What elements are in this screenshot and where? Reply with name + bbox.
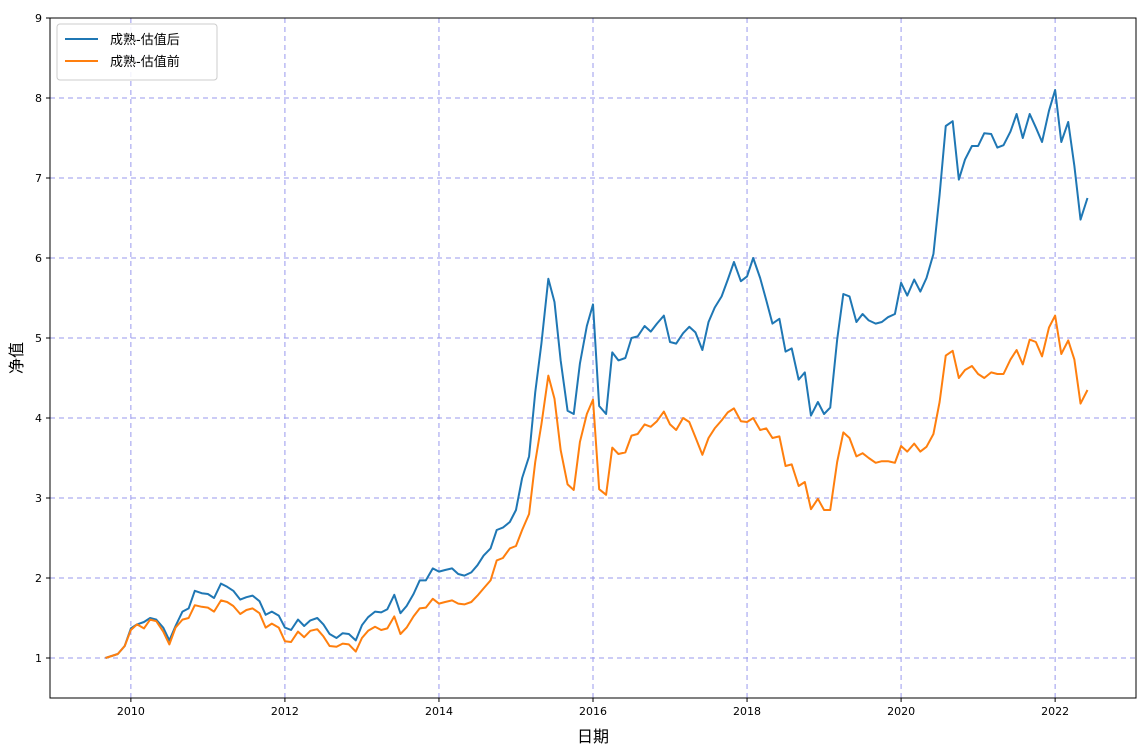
y-axis: 1 2 3 4 5 6 7 8 9 xyxy=(35,12,50,665)
x-tick-label: 2018 xyxy=(733,705,761,718)
x-tick-label: 2022 xyxy=(1041,705,1069,718)
y-tick-label: 3 xyxy=(35,492,42,505)
x-axis: 2010 2012 2014 2016 2018 2020 2022 xyxy=(117,698,1069,718)
legend-label-1: 成熟-估值后 xyxy=(110,32,180,48)
y-tick-label: 7 xyxy=(35,172,42,185)
x-tick-label: 2020 xyxy=(887,705,915,718)
y-tick-label: 6 xyxy=(35,252,42,265)
x-tick-label: 2010 xyxy=(117,705,145,718)
x-axis-label: 日期 xyxy=(577,727,609,746)
x-tick-label: 2016 xyxy=(579,705,607,718)
y-tick-label: 5 xyxy=(35,332,42,345)
y-tick-label: 2 xyxy=(35,572,42,585)
y-tick-label: 9 xyxy=(35,12,42,25)
y-tick-label: 4 xyxy=(35,412,42,425)
y-tick-label: 1 xyxy=(35,652,42,665)
legend-label-2: 成熟-估值前 xyxy=(110,54,180,70)
x-tick-label: 2014 xyxy=(425,705,453,718)
x-tick-label: 2012 xyxy=(271,705,299,718)
series-lines xyxy=(105,89,1089,659)
y-axis-label: 净值 xyxy=(7,342,26,374)
y-tick-label: 8 xyxy=(35,92,42,105)
series-line-2 xyxy=(105,314,1089,659)
grid xyxy=(50,17,1136,698)
series-line-1 xyxy=(105,89,1089,659)
